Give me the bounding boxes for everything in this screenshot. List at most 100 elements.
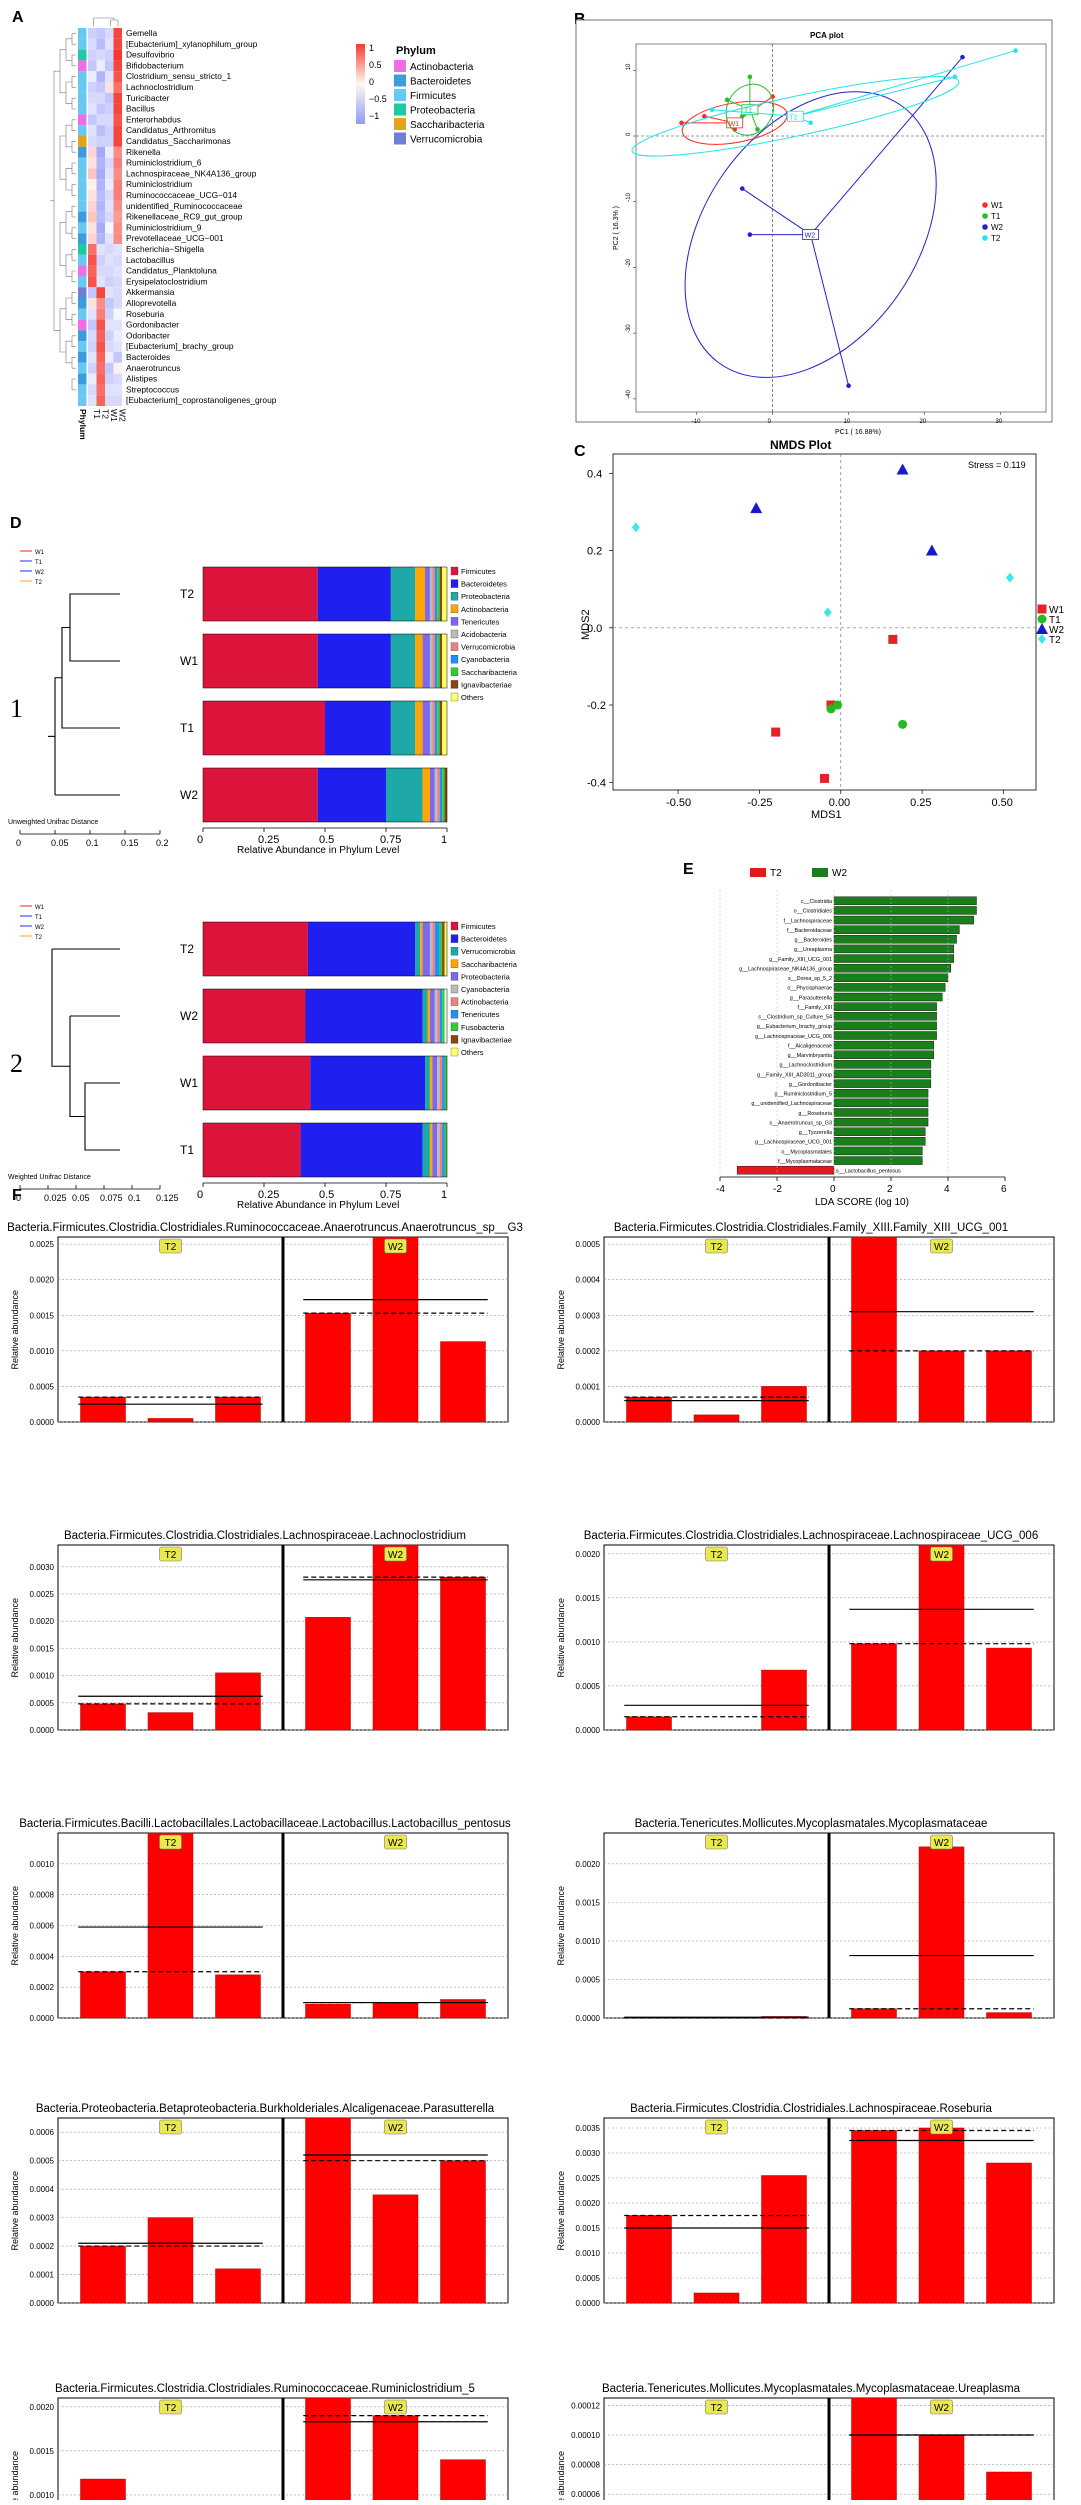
stacked-segment — [434, 768, 438, 822]
lda-bar — [833, 1146, 923, 1156]
lda-bar — [833, 915, 974, 925]
stacked-segment — [439, 768, 443, 822]
phylum-cell — [78, 49, 87, 61]
phylum-legend-label: Bacteroidetes — [461, 935, 507, 944]
heatmap-cell — [113, 211, 122, 223]
lda-bar-label: g__unidentified_Lachnospiraceae — [751, 1101, 832, 1107]
pca-ellipse — [684, 91, 937, 378]
phylum-legend-label: Tenericutes — [461, 1010, 500, 1019]
pca-point — [702, 113, 707, 119]
stacked-segment — [415, 567, 426, 621]
sample-bar — [305, 1617, 351, 1731]
heatmap-row-label: Prevotellaceae_UCG−001 — [126, 233, 224, 243]
ytick-label: 0.0003 — [30, 2214, 55, 2223]
heatmap-cell — [96, 308, 105, 320]
phylum-legend-label: Others — [461, 1048, 484, 1057]
bar-outline — [202, 988, 448, 1044]
heatmap-col-label: W1 — [109, 409, 119, 422]
phylum-legend-swatch — [450, 1010, 459, 1019]
heatmap-cell — [88, 362, 97, 374]
heatmap-cell — [113, 373, 122, 385]
distance-scale-label: Unweighted Unifrac Distance — [8, 819, 98, 826]
nmds-axes-box — [612, 453, 1037, 791]
sample-label: W2 — [180, 1009, 198, 1023]
group-badge — [705, 1238, 728, 1254]
ytick-label: 0.0000 — [576, 2014, 601, 2023]
heatmap-cell — [105, 146, 114, 158]
heatmap-cell — [113, 82, 122, 93]
ytick-label: 0.0015 — [30, 1311, 55, 1320]
heatmap-cell — [96, 254, 105, 266]
sample-bar — [986, 2012, 1032, 2019]
heatmap-cell — [105, 287, 114, 298]
heatmap-cell — [96, 373, 105, 385]
pca-spoke — [795, 76, 956, 117]
phylum-cell — [78, 146, 87, 158]
phylum-cell — [78, 298, 87, 309]
ytick-label: 0.0000 — [30, 1726, 55, 1735]
panel-number: 2 — [10, 1049, 23, 1078]
sample-bar — [761, 2175, 807, 2304]
sample-label: T2 — [180, 942, 194, 956]
group-badge-label: W2 — [934, 1838, 949, 1849]
abundance-panel-F7: Bacteria.Proteobacteria.Betaproteobacter… — [10, 2103, 509, 2308]
heatmap-cell — [88, 136, 97, 147]
phylum-legend-label: Actinobacteria — [410, 62, 474, 73]
heatmap-col-label: W2 — [118, 409, 128, 422]
nmds-xtick-label: 0.50 — [991, 797, 1012, 809]
heatmap-cell — [105, 190, 114, 201]
dendrogram-branch — [53, 70, 60, 331]
sample-bar — [372, 2194, 419, 2304]
phylum-legend-swatch — [450, 592, 459, 601]
heatmap-cell — [113, 244, 122, 255]
lda-bar-label: f__Bacteroidaceae — [787, 928, 832, 934]
group-badge — [930, 1546, 953, 1562]
heatmap-cell — [96, 341, 105, 352]
heatmap-cell — [88, 157, 97, 169]
group-legend-label: W1 — [35, 550, 45, 556]
stacked-segment — [425, 1056, 430, 1110]
lda-bar — [833, 1098, 929, 1108]
x-tick-label: 0.25 — [258, 1189, 279, 1201]
pca-centroid-label: W2 — [805, 233, 816, 240]
stacked-segment — [434, 567, 438, 621]
stacked-segment — [442, 989, 445, 1043]
ytick-label: 0.0015 — [576, 2224, 601, 2233]
heatmap-row-label: Bacillus — [126, 104, 155, 114]
dendrogram-branch — [65, 254, 72, 277]
x-tick-label: 0.5 — [319, 834, 334, 846]
lda-legend-swatch — [812, 868, 828, 877]
ytick-label: 0.0005 — [576, 2274, 601, 2283]
lda-xtick-label: -4 — [716, 1184, 725, 1195]
abundance-panel-F3: Bacteria.Firmicutes.Clostridia.Clostridi… — [10, 1530, 509, 1735]
lda-bar-label: g__Ruminiclostridium_5 — [774, 1092, 832, 1098]
stacked-segment — [442, 922, 445, 976]
lda-bar-label: g__Family_XIII_AD3011_group — [757, 1072, 832, 1078]
heatmap-phylum-label: Phylum — [78, 409, 88, 440]
heatmap-row-label: Lachnospiraceae_NK4A136_group — [126, 168, 257, 178]
stacked-segment — [444, 922, 447, 976]
sample-label: W1 — [180, 1076, 198, 1090]
phylum-cell — [78, 233, 87, 244]
sample-bar — [851, 2008, 897, 2019]
phylum-legend-label: Saccharibacteria — [461, 960, 518, 969]
stacked-segment — [434, 989, 438, 1043]
heatmap-row-label: Turicibacter — [126, 93, 170, 103]
phylum-legend-swatch — [394, 103, 406, 116]
heatmap-row-label: Desulfovibrio — [126, 50, 175, 60]
distance-scale-tick-label: 0.1 — [128, 1193, 141, 1203]
bar-outline — [202, 633, 448, 689]
sample-bar — [147, 2217, 194, 2304]
lda-bar-label: o__Phycisphaerae — [787, 986, 832, 992]
dendrogram-branch — [65, 297, 72, 320]
pca-point — [709, 107, 715, 113]
stacked-segment — [432, 1123, 438, 1177]
pca-point — [747, 232, 753, 237]
ytick-label: 0.0006 — [30, 2128, 55, 2137]
phylum-cell — [78, 244, 87, 255]
phylum-legend-label: Ignavibacteriae — [461, 680, 512, 689]
heatmap-cell — [105, 233, 114, 244]
x-tick-label: 0.25 — [258, 834, 279, 846]
phylum-legend-label: Firmicutes — [461, 922, 496, 931]
